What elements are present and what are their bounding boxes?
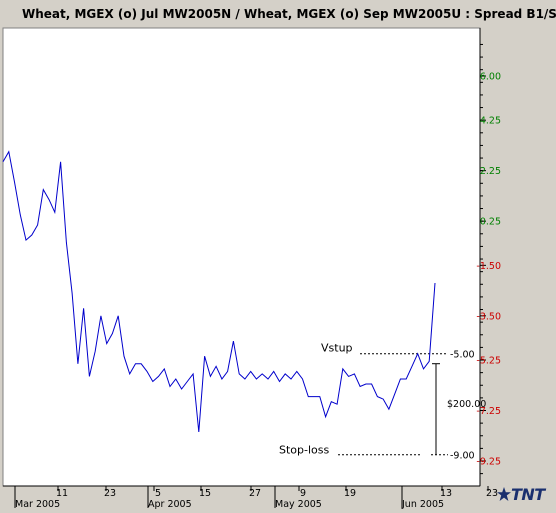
y-tick-label: 6.00 — [480, 72, 501, 83]
x-tick-label: 23 — [104, 488, 116, 499]
month-label: Apr 2005 — [148, 499, 192, 510]
annotations: Vstup -5.00 Stop-loss -9.00 $200.00 — [279, 342, 486, 462]
plot-area[interactable] — [2, 27, 481, 487]
entry-value-label: -5.00 — [450, 350, 475, 361]
y-tick-label: -7.25 — [476, 406, 501, 417]
stop-loss-label: Stop-loss — [279, 444, 329, 457]
stop-loss-value-label: -9.00 — [450, 451, 475, 462]
y-tick-label: -3.50 — [476, 311, 501, 322]
series-group — [2, 150, 436, 433]
y-tick-label: 4.25 — [480, 116, 501, 127]
x-tick-label: 5 — [155, 488, 161, 499]
y-tick-label: -9.25 — [476, 457, 501, 468]
chart-title: Wheat, MGEX (o) Jul MW2005N / Wheat, MGE… — [22, 7, 556, 21]
logo-text: TNT — [511, 485, 545, 504]
y-tick-label: -5.25 — [476, 356, 501, 367]
y-axis: 6.00 4.25 2.25 0.25 -1.50 -3.50 -5.25 -7.25 -9.2… — [476, 43, 501, 475]
month-label: Mar 2005 — [15, 499, 60, 510]
x-tick-label: 27 — [249, 488, 261, 499]
entry-label: Vstup — [321, 342, 353, 355]
y-tick-label: -1.50 — [476, 261, 501, 272]
x-tick-label: 11 — [56, 488, 68, 499]
x-axis: 11 23 5 15 27 9 19 13 23 Mar 2005 Apr 2005 May 2005… — [14, 486, 498, 510]
x-tick-label: 13 — [440, 488, 452, 499]
month-label: Jun 2005 — [401, 499, 444, 510]
x-tick-label: 9 — [300, 488, 306, 499]
star-icon — [497, 487, 511, 501]
x-tick-label: 19 — [344, 488, 356, 499]
y-tick-label: 0.25 — [480, 217, 501, 228]
risk-amount-label: $200.00 — [447, 399, 486, 410]
month-label: May 2005 — [275, 499, 322, 510]
x-tick-label: 15 — [199, 488, 211, 499]
title-bar: Wheat, MGEX (o) Jul MW2005N / Wheat, MGE… — [0, 0, 556, 28]
y-tick-label: 2.25 — [480, 166, 501, 177]
series-line[interactable] — [2, 150, 436, 433]
tnt-logo: TNT — [497, 485, 553, 509]
x-tick-label: 23 — [486, 488, 498, 499]
